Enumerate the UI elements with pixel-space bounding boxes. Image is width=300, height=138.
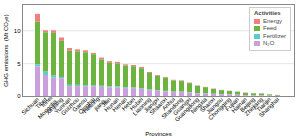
svg-text:GHG emissions (Mt CO₂e): GHG emissions (Mt CO₂e) xyxy=(3,14,9,86)
svg-text:Provinces: Provinces xyxy=(145,131,171,137)
svg-text:Shanghai: Shanghai xyxy=(258,96,280,118)
svg-text:0: 0 xyxy=(17,93,21,99)
svg-text:5: 5 xyxy=(17,61,21,67)
svg-text:10: 10 xyxy=(14,28,21,34)
